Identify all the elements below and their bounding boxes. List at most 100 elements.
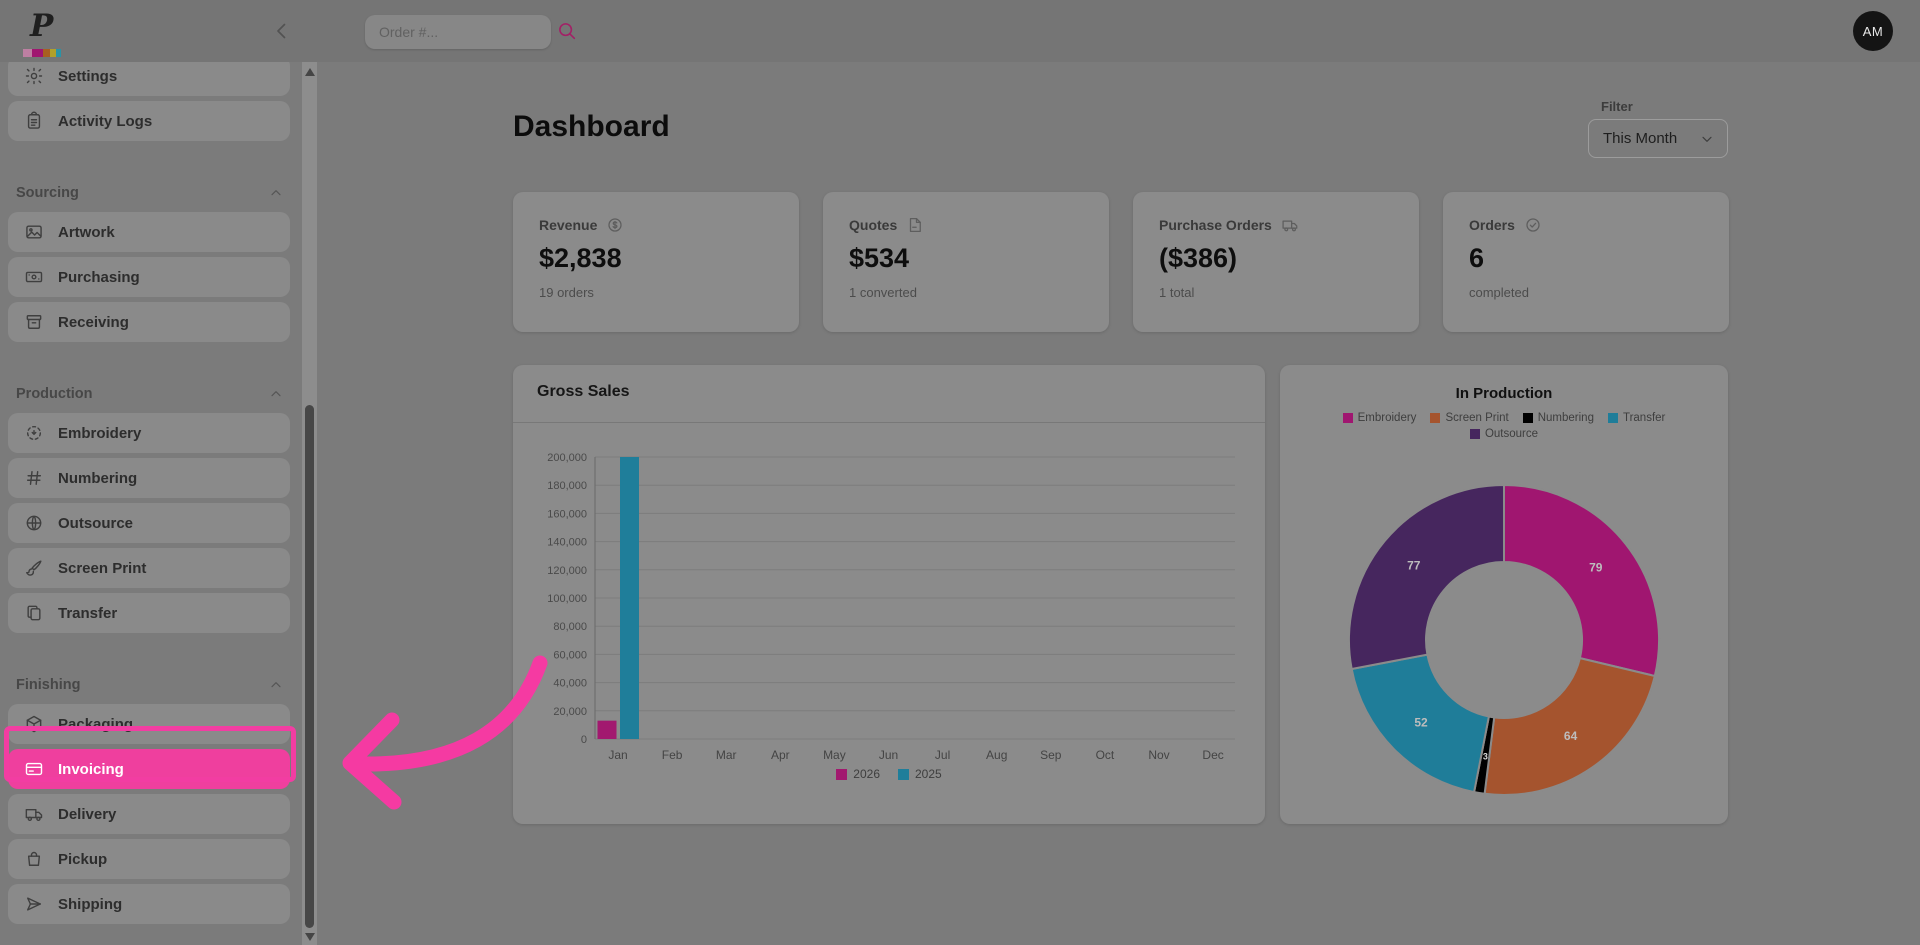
sidebar-item-transfer[interactable]: Transfer	[8, 593, 290, 633]
sidebar-item-settings[interactable]: Settings	[8, 56, 290, 96]
sidebar-item-activity-logs[interactable]: Activity Logs	[8, 101, 290, 141]
sidebar-item-label: Screen Print	[58, 559, 147, 577]
page-title: Dashboard	[513, 110, 670, 143]
document-icon	[906, 216, 924, 234]
legend-item: Outsource	[1469, 428, 1538, 440]
sidebar-item-pickup[interactable]: Pickup	[8, 839, 290, 879]
app-logo[interactable]: P	[22, 6, 78, 58]
legend-item: 2025	[898, 767, 942, 781]
svg-text:Jul: Jul	[935, 748, 950, 762]
gross-sales-title: Gross Sales	[537, 383, 630, 400]
filter-dropdown[interactable]: This Month	[1588, 119, 1728, 158]
svg-text:Sep: Sep	[1040, 748, 1062, 762]
sidebar-item-label: Embroidery	[58, 424, 142, 442]
avatar[interactable]: AM	[1853, 11, 1893, 51]
sidebar-item-label: Settings	[58, 67, 118, 85]
truck-icon	[1282, 220, 1298, 232]
hash-icon	[24, 468, 44, 488]
truck-icon	[25, 808, 43, 822]
svg-text:64: 64	[1564, 729, 1578, 743]
svg-text:Mar: Mar	[716, 748, 737, 762]
stat-subtext: 1 converted	[849, 285, 917, 300]
sidebar-item-shipping[interactable]: Shipping	[8, 884, 290, 924]
top-bar: P AM	[0, 0, 1920, 62]
section-title: Production	[16, 386, 93, 402]
sidebar-item-label: Activity Logs	[58, 112, 153, 130]
chevron-left-icon[interactable]	[270, 19, 294, 43]
logo-stripe-segment	[56, 49, 61, 57]
legend-item: Embroidery	[1342, 412, 1416, 424]
credit-card-icon	[25, 762, 43, 776]
sidebar-item-purchasing[interactable]: Purchasing	[8, 257, 290, 297]
scroll-up-arrow[interactable]	[305, 68, 315, 76]
in-production-legend: Embroidery Screen Print Numbering Transfer O…	[1280, 412, 1728, 440]
legend-item: Transfer	[1607, 412, 1665, 424]
legend-swatch	[1342, 413, 1353, 423]
chevron-up-icon	[268, 185, 284, 201]
svg-text:40,000: 40,000	[553, 678, 587, 690]
globe-icon	[24, 513, 44, 533]
stat-label: Quotes	[849, 217, 898, 233]
bag-icon	[27, 851, 41, 866]
filter-label: Filter	[1601, 99, 1633, 114]
stat-label: Purchase Orders	[1159, 217, 1272, 233]
section-title: Finishing	[16, 677, 81, 693]
clipboard-icon	[27, 111, 41, 129]
check-circle-icon	[1526, 218, 1540, 232]
filter-value: This Month	[1603, 130, 1678, 147]
sidebar-item-label: Pickup	[58, 850, 108, 868]
chevron-up-icon	[271, 190, 281, 196]
clipboard-icon	[24, 111, 44, 131]
svg-text:140,000: 140,000	[547, 537, 587, 549]
banknote-icon	[25, 271, 43, 283]
sidebar-item-screen-print[interactable]: Screen Print	[8, 548, 290, 588]
legend-swatch	[836, 768, 848, 780]
chevron-up-icon	[268, 677, 284, 693]
logo-stripe-segment	[43, 49, 50, 57]
in-production-title: In Production	[1455, 385, 1553, 402]
truck-icon	[24, 804, 44, 824]
stat-subtext: 1 total	[1159, 285, 1195, 300]
chevron-up-icon	[271, 391, 281, 397]
gear-icon	[24, 66, 44, 86]
archive-icon	[24, 312, 44, 332]
sidebar-item-label: Invoicing	[58, 760, 124, 778]
stat-value: $534	[849, 243, 910, 273]
globe-icon	[26, 515, 42, 531]
svg-text:180,000: 180,000	[547, 480, 587, 492]
chevron-down-icon	[1702, 136, 1712, 142]
copy-icon	[27, 605, 41, 621]
gross-sales-chart: 0 20,000 40,000 60,000 80,000 100,000 120,000 1…	[523, 437, 1253, 767]
search-input[interactable]	[365, 15, 551, 49]
banknote-icon	[24, 267, 44, 287]
sidebar-section-sourcing[interactable]: Sourcing	[16, 183, 284, 203]
chevron-down-icon	[1699, 131, 1715, 147]
svg-text:Aug: Aug	[986, 748, 1007, 762]
stat-card-orders: Orders 6 completed	[1443, 192, 1729, 332]
scroll-down-arrow[interactable]	[305, 933, 315, 941]
search-icon[interactable]	[556, 20, 578, 42]
sidebar-section-finishing[interactable]: Finishing	[16, 675, 284, 695]
sidebar-item-artwork[interactable]: Artwork	[8, 212, 290, 252]
sidebar-item-packaging[interactable]: Packaging	[8, 704, 290, 744]
sidebar-item-embroidery[interactable]: Embroidery	[8, 413, 290, 453]
sidebar-section-production[interactable]: Production	[16, 384, 284, 404]
svg-text:120,000: 120,000	[547, 565, 587, 577]
legend-swatch	[1430, 413, 1441, 423]
stat-label: Revenue	[539, 217, 598, 233]
sidebar-item-receiving[interactable]: Receiving	[8, 302, 290, 342]
sidebar-item-outsource[interactable]: Outsource	[8, 503, 290, 543]
legend-swatch	[1469, 429, 1480, 439]
legend-swatch	[1522, 413, 1533, 423]
sidebar-item-invoicing[interactable]: Invoicing	[8, 749, 290, 789]
stitch-icon	[26, 425, 42, 441]
scrollbar-thumb[interactable]	[305, 405, 314, 928]
sidebar-item-numbering[interactable]: Numbering	[8, 458, 290, 498]
card-divider	[513, 422, 1265, 423]
gross-sales-card: Gross Sales 0 20,000 40,000 60,000 80,000 100…	[513, 365, 1265, 824]
sidebar-item-delivery[interactable]: Delivery	[8, 794, 290, 834]
sidebar-scrollbar[interactable]	[302, 62, 317, 945]
sidebar-item-label: Artwork	[58, 223, 115, 241]
stat-subtext: 19 orders	[539, 285, 594, 300]
archive-icon	[26, 315, 42, 329]
